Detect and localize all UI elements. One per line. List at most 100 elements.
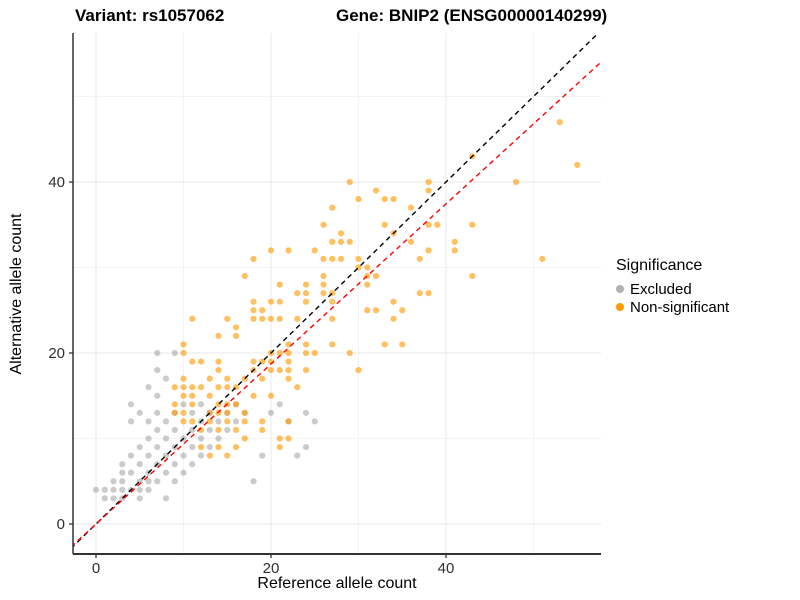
- data-point-nonsignificant: [399, 341, 406, 348]
- data-point-nonsignificant: [232, 324, 240, 331]
- data-point-nonsignificant: [197, 358, 205, 365]
- y-axis-label: Alternative allele count: [8, 213, 25, 375]
- data-point-excluded: [302, 443, 310, 451]
- x-tick-label: 0: [92, 560, 100, 577]
- data-point-nonsignificant: [285, 435, 292, 442]
- data-point-excluded: [136, 461, 143, 468]
- x-tick-label: 40: [438, 560, 455, 577]
- data-point-nonsignificant: [381, 341, 388, 348]
- data-point-nonsignificant: [425, 178, 432, 186]
- data-point-nonsignificant: [224, 452, 231, 459]
- data-point-excluded: [145, 478, 152, 485]
- data-point-excluded: [136, 443, 143, 451]
- data-point-nonsignificant: [372, 187, 380, 194]
- data-point-nonsignificant: [232, 401, 240, 408]
- data-point-nonsignificant: [180, 409, 187, 416]
- data-point-nonsignificant: [329, 204, 336, 211]
- data-point-nonsignificant: [259, 418, 266, 425]
- data-point-nonsignificant: [171, 384, 178, 391]
- data-point-excluded: [171, 426, 178, 434]
- y-tick-label: 40: [48, 174, 65, 191]
- data-point-nonsignificant: [215, 358, 222, 365]
- data-point-excluded: [171, 478, 178, 485]
- data-point-excluded: [154, 367, 161, 374]
- data-point-nonsignificant: [425, 247, 432, 254]
- data-point-nonsignificant: [215, 384, 222, 391]
- data-point-excluded: [145, 452, 152, 459]
- data-point-nonsignificant: [197, 384, 205, 391]
- data-point-excluded: [224, 426, 231, 434]
- data-point-excluded: [206, 443, 213, 451]
- y-tick-label: 20: [48, 345, 65, 362]
- axis-ticks: 0 20 40 0 20 40: [48, 174, 454, 577]
- data-point-excluded: [197, 401, 205, 408]
- data-point-nonsignificant: [232, 443, 240, 451]
- data-point-excluded: [154, 409, 161, 416]
- data-point-excluded: [162, 495, 170, 502]
- data-point-nonsignificant: [372, 272, 380, 280]
- data-point-nonsignificant: [320, 255, 327, 263]
- data-point-excluded: [311, 418, 318, 425]
- data-point-nonsignificant: [337, 230, 345, 237]
- data-point-excluded: [127, 401, 135, 408]
- data-point-nonsignificant: [250, 298, 257, 305]
- data-point-excluded: [171, 461, 178, 468]
- data-point-nonsignificant: [381, 196, 388, 203]
- data-point-nonsignificant: [346, 349, 353, 357]
- data-point-nonsignificant: [425, 290, 432, 297]
- reference-lines: [73, 33, 601, 548]
- data-point-nonsignificant: [294, 315, 301, 322]
- data-point-excluded: [119, 478, 126, 485]
- data-point-nonsignificant: [180, 384, 187, 391]
- data-point-excluded: [276, 401, 283, 408]
- data-point-nonsignificant: [355, 196, 362, 203]
- data-point-nonsignificant: [250, 358, 257, 365]
- data-point-nonsignificant: [346, 178, 353, 186]
- series-excluded: [92, 349, 318, 502]
- data-point-excluded: [154, 443, 161, 451]
- data-point-nonsignificant: [232, 332, 240, 339]
- data-point-nonsignificant: [372, 307, 380, 314]
- data-point-nonsignificant: [346, 238, 353, 245]
- data-point-nonsignificant: [320, 281, 327, 288]
- data-point-nonsignificant: [294, 290, 301, 297]
- data-point-nonsignificant: [302, 341, 310, 348]
- data-point-nonsignificant: [416, 255, 423, 263]
- data-point-nonsignificant: [250, 255, 257, 263]
- data-point-excluded: [154, 392, 161, 399]
- data-point-excluded: [189, 443, 196, 451]
- data-point-nonsignificant: [407, 204, 415, 211]
- data-point-excluded: [215, 435, 222, 442]
- x-tick-label: 20: [263, 560, 280, 577]
- data-point-nonsignificant: [180, 375, 187, 382]
- data-point-excluded: [119, 469, 126, 476]
- data-point-excluded: [250, 478, 257, 485]
- plot-title-gene: Gene: BNIP2 (ENSG00000140299): [336, 6, 608, 25]
- data-point-nonsignificant: [180, 418, 187, 425]
- data-point-excluded: [145, 418, 152, 425]
- data-point-nonsignificant: [399, 307, 406, 314]
- data-point-nonsignificant: [311, 349, 318, 357]
- data-point-excluded: [127, 418, 135, 425]
- data-point-excluded: [180, 452, 187, 459]
- legend-item-nonsignificant: Non-significant: [616, 298, 729, 316]
- data-point-nonsignificant: [320, 221, 327, 228]
- data-point-nonsignificant: [259, 375, 266, 382]
- data-point-excluded: [101, 486, 108, 493]
- data-point-nonsignificant: [539, 255, 546, 263]
- data-point-nonsignificant: [416, 290, 423, 297]
- data-point-nonsignificant: [364, 264, 371, 271]
- data-point-nonsignificant: [224, 418, 231, 425]
- data-point-nonsignificant: [285, 375, 292, 382]
- data-point-nonsignificant: [285, 358, 292, 365]
- data-point-excluded: [206, 426, 213, 434]
- data-point-nonsignificant: [451, 247, 458, 254]
- data-point-nonsignificant: [276, 443, 283, 451]
- data-point-nonsignificant: [451, 238, 458, 245]
- data-point-nonsignificant: [267, 315, 275, 322]
- data-point-nonsignificant: [241, 272, 248, 280]
- data-point-nonsignificant: [425, 221, 432, 228]
- data-point-nonsignificant: [215, 426, 222, 434]
- data-point-nonsignificant: [171, 401, 178, 408]
